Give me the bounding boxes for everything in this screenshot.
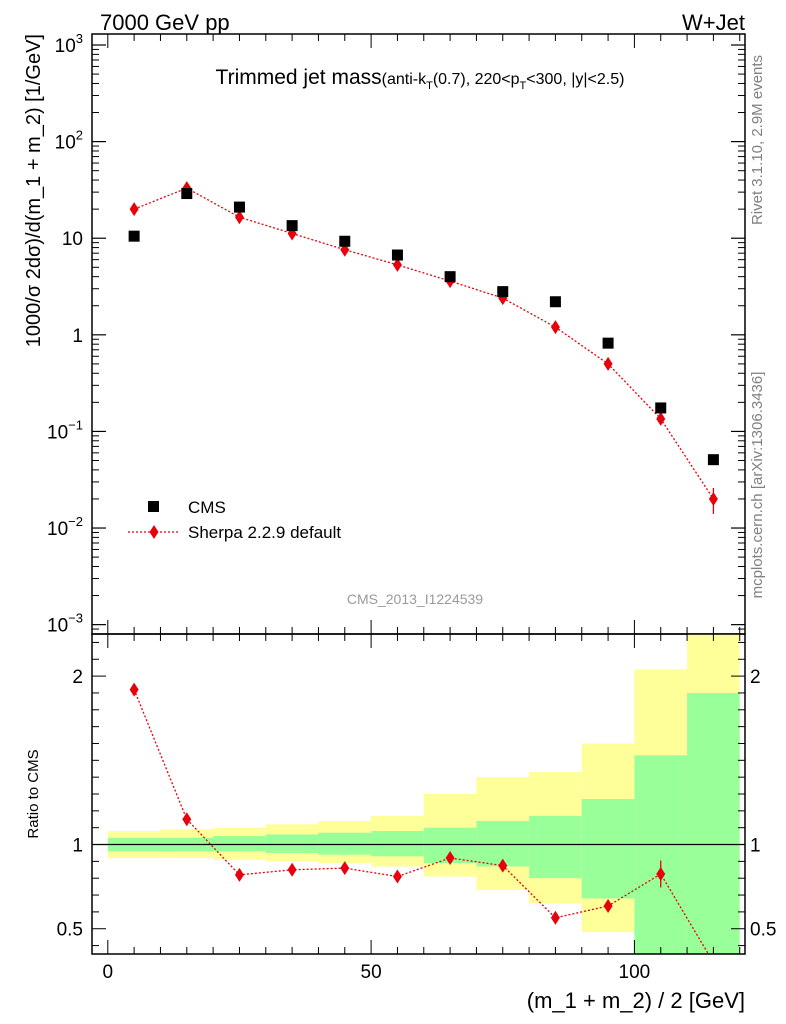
ratio-bands — [107, 634, 740, 954]
sherpa-point — [234, 210, 244, 225]
y-tick-label: 1 — [72, 326, 83, 347]
cms-point — [707, 454, 719, 466]
rivet-label: Rivet 3.1.10, 2.9M events — [749, 55, 766, 225]
sherpa-point — [656, 411, 666, 426]
main-plot-frame — [91, 33, 746, 635]
legend-sherpa-label: Sherpa 2.2.9 default — [188, 523, 341, 542]
cms-point — [128, 230, 140, 242]
uncertainty-band-inner — [529, 815, 582, 879]
ratio-point — [603, 899, 613, 913]
y-tick-label: 10−1 — [47, 417, 83, 443]
y-tick-label-base: 10 — [47, 616, 68, 637]
sherpa-line — [133, 187, 714, 500]
ratio-y-tick-label-right: 1 — [750, 836, 761, 857]
plot-title-main: Trimmed jet mass — [216, 66, 382, 89]
uncertainty-band-inner — [581, 799, 635, 899]
legend: CMS Sherpa 2.2.9 default — [128, 498, 341, 542]
uncertainty-band-inner — [687, 692, 740, 954]
cms-point — [602, 337, 614, 349]
plot-title-sub-e: <300, |y|<2.5) — [526, 71, 624, 88]
ratio-point — [392, 869, 402, 884]
y-tick-label: 10−3 — [47, 611, 83, 637]
cms-point — [233, 201, 245, 213]
y-tick-label-base: 10 — [55, 133, 76, 154]
ratio-plot: 0.5 0.5 1 1 2 2 0 50 100 Ratio to CMS (m_1 + m_2… — [25, 633, 776, 1013]
ratio-point — [656, 867, 666, 881]
analysis-id: CMS_2013_I1224539 — [347, 591, 483, 607]
cms-point — [497, 286, 509, 298]
legend-cms-label: CMS — [188, 498, 226, 517]
ratio-point — [287, 862, 297, 877]
ratio-point — [550, 910, 560, 925]
ratio-y-tick-label-right: 2 — [750, 667, 761, 688]
ratio-ticks: 0.5 0.5 1 1 2 2 0 50 100 — [57, 634, 776, 983]
ratio-y-tick-label: 0.5 — [57, 920, 83, 941]
uncertainty-band-inner — [265, 834, 319, 853]
y-tick-label-exponent: −2 — [68, 514, 83, 529]
uncertainty-band-inner — [634, 755, 688, 954]
ratio-y-tick-label-right: 0.5 — [750, 920, 776, 941]
plot-title-sub-c: (0.7), 220<p — [433, 71, 520, 88]
cms-point — [339, 235, 351, 247]
main-plot-points — [128, 181, 719, 514]
cms-point — [286, 220, 298, 232]
header-energy: 7000 GeV pp — [100, 10, 230, 35]
ratio-y-tick-label: 2 — [72, 667, 83, 688]
cms-point — [549, 296, 561, 308]
legend-cms-marker — [148, 501, 159, 512]
x-tick-label: 0 — [103, 962, 114, 983]
plot-title-sub-a: (anti-k — [382, 71, 427, 88]
plot-title: Trimmed jet mass(anti-kT(0.7), 220<pT<30… — [216, 66, 625, 92]
sherpa-point — [708, 491, 718, 506]
y-tick-label-exponent: −1 — [68, 417, 83, 432]
x-tick-label: 100 — [619, 962, 651, 983]
y-tick-label-exponent: 3 — [76, 31, 83, 46]
ratio-point — [234, 867, 244, 882]
ratio-points — [129, 682, 718, 969]
cms-point — [181, 188, 193, 200]
sherpa-point — [129, 202, 139, 217]
y-tick-label: 103 — [55, 31, 83, 57]
ratio-point — [709, 955, 718, 969]
y-tick-label: 10−2 — [47, 514, 83, 540]
uncertainty-band-inner — [213, 836, 266, 852]
x-tick-label: 50 — [361, 962, 382, 983]
uncertainty-band-inner — [371, 831, 424, 857]
sherpa-point — [603, 356, 613, 371]
x-axis-label: (m_1 + m_2) / 2 [GeV] — [527, 988, 745, 1013]
cms-point — [444, 271, 456, 283]
y-tick-label-base: 10 — [47, 519, 68, 540]
plot-title-sub-b: T — [426, 80, 433, 92]
ratio-y-tick-label: 1 — [72, 836, 83, 857]
legend-sherpa-marker — [149, 525, 159, 539]
y-tick-label-base: 10 — [47, 422, 68, 443]
ratio-point — [498, 858, 508, 873]
y-tick-label-exponent: 2 — [76, 128, 83, 143]
sherpa-point — [392, 257, 402, 272]
cms-point — [655, 402, 667, 414]
ratio-series — [129, 682, 718, 969]
y-tick-label: 102 — [55, 128, 83, 154]
header-process: W+Jet — [682, 10, 745, 35]
ratio-point — [340, 861, 350, 876]
y-tick-label-base: 10 — [55, 36, 76, 57]
y-tick-label: 10 — [62, 229, 83, 250]
y-axis-label: 1000/σ 2dσ)/d(m_1 + m_2) [1/GeV] — [23, 34, 45, 347]
ratio-point — [182, 812, 192, 827]
plot-title-sub-d: T — [520, 80, 527, 92]
sherpa-point — [550, 320, 560, 335]
ratio-point — [445, 851, 455, 865]
cms-point — [391, 249, 403, 261]
ratio-point — [129, 682, 139, 697]
y-tick-label-exponent: −3 — [68, 611, 83, 626]
uncertainty-band-inner — [318, 832, 372, 855]
ratio-y-axis-label: Ratio to CMS — [25, 749, 42, 838]
mcplots-label: mcplots.cern.ch [arXiv:1306.3436] — [749, 372, 766, 599]
